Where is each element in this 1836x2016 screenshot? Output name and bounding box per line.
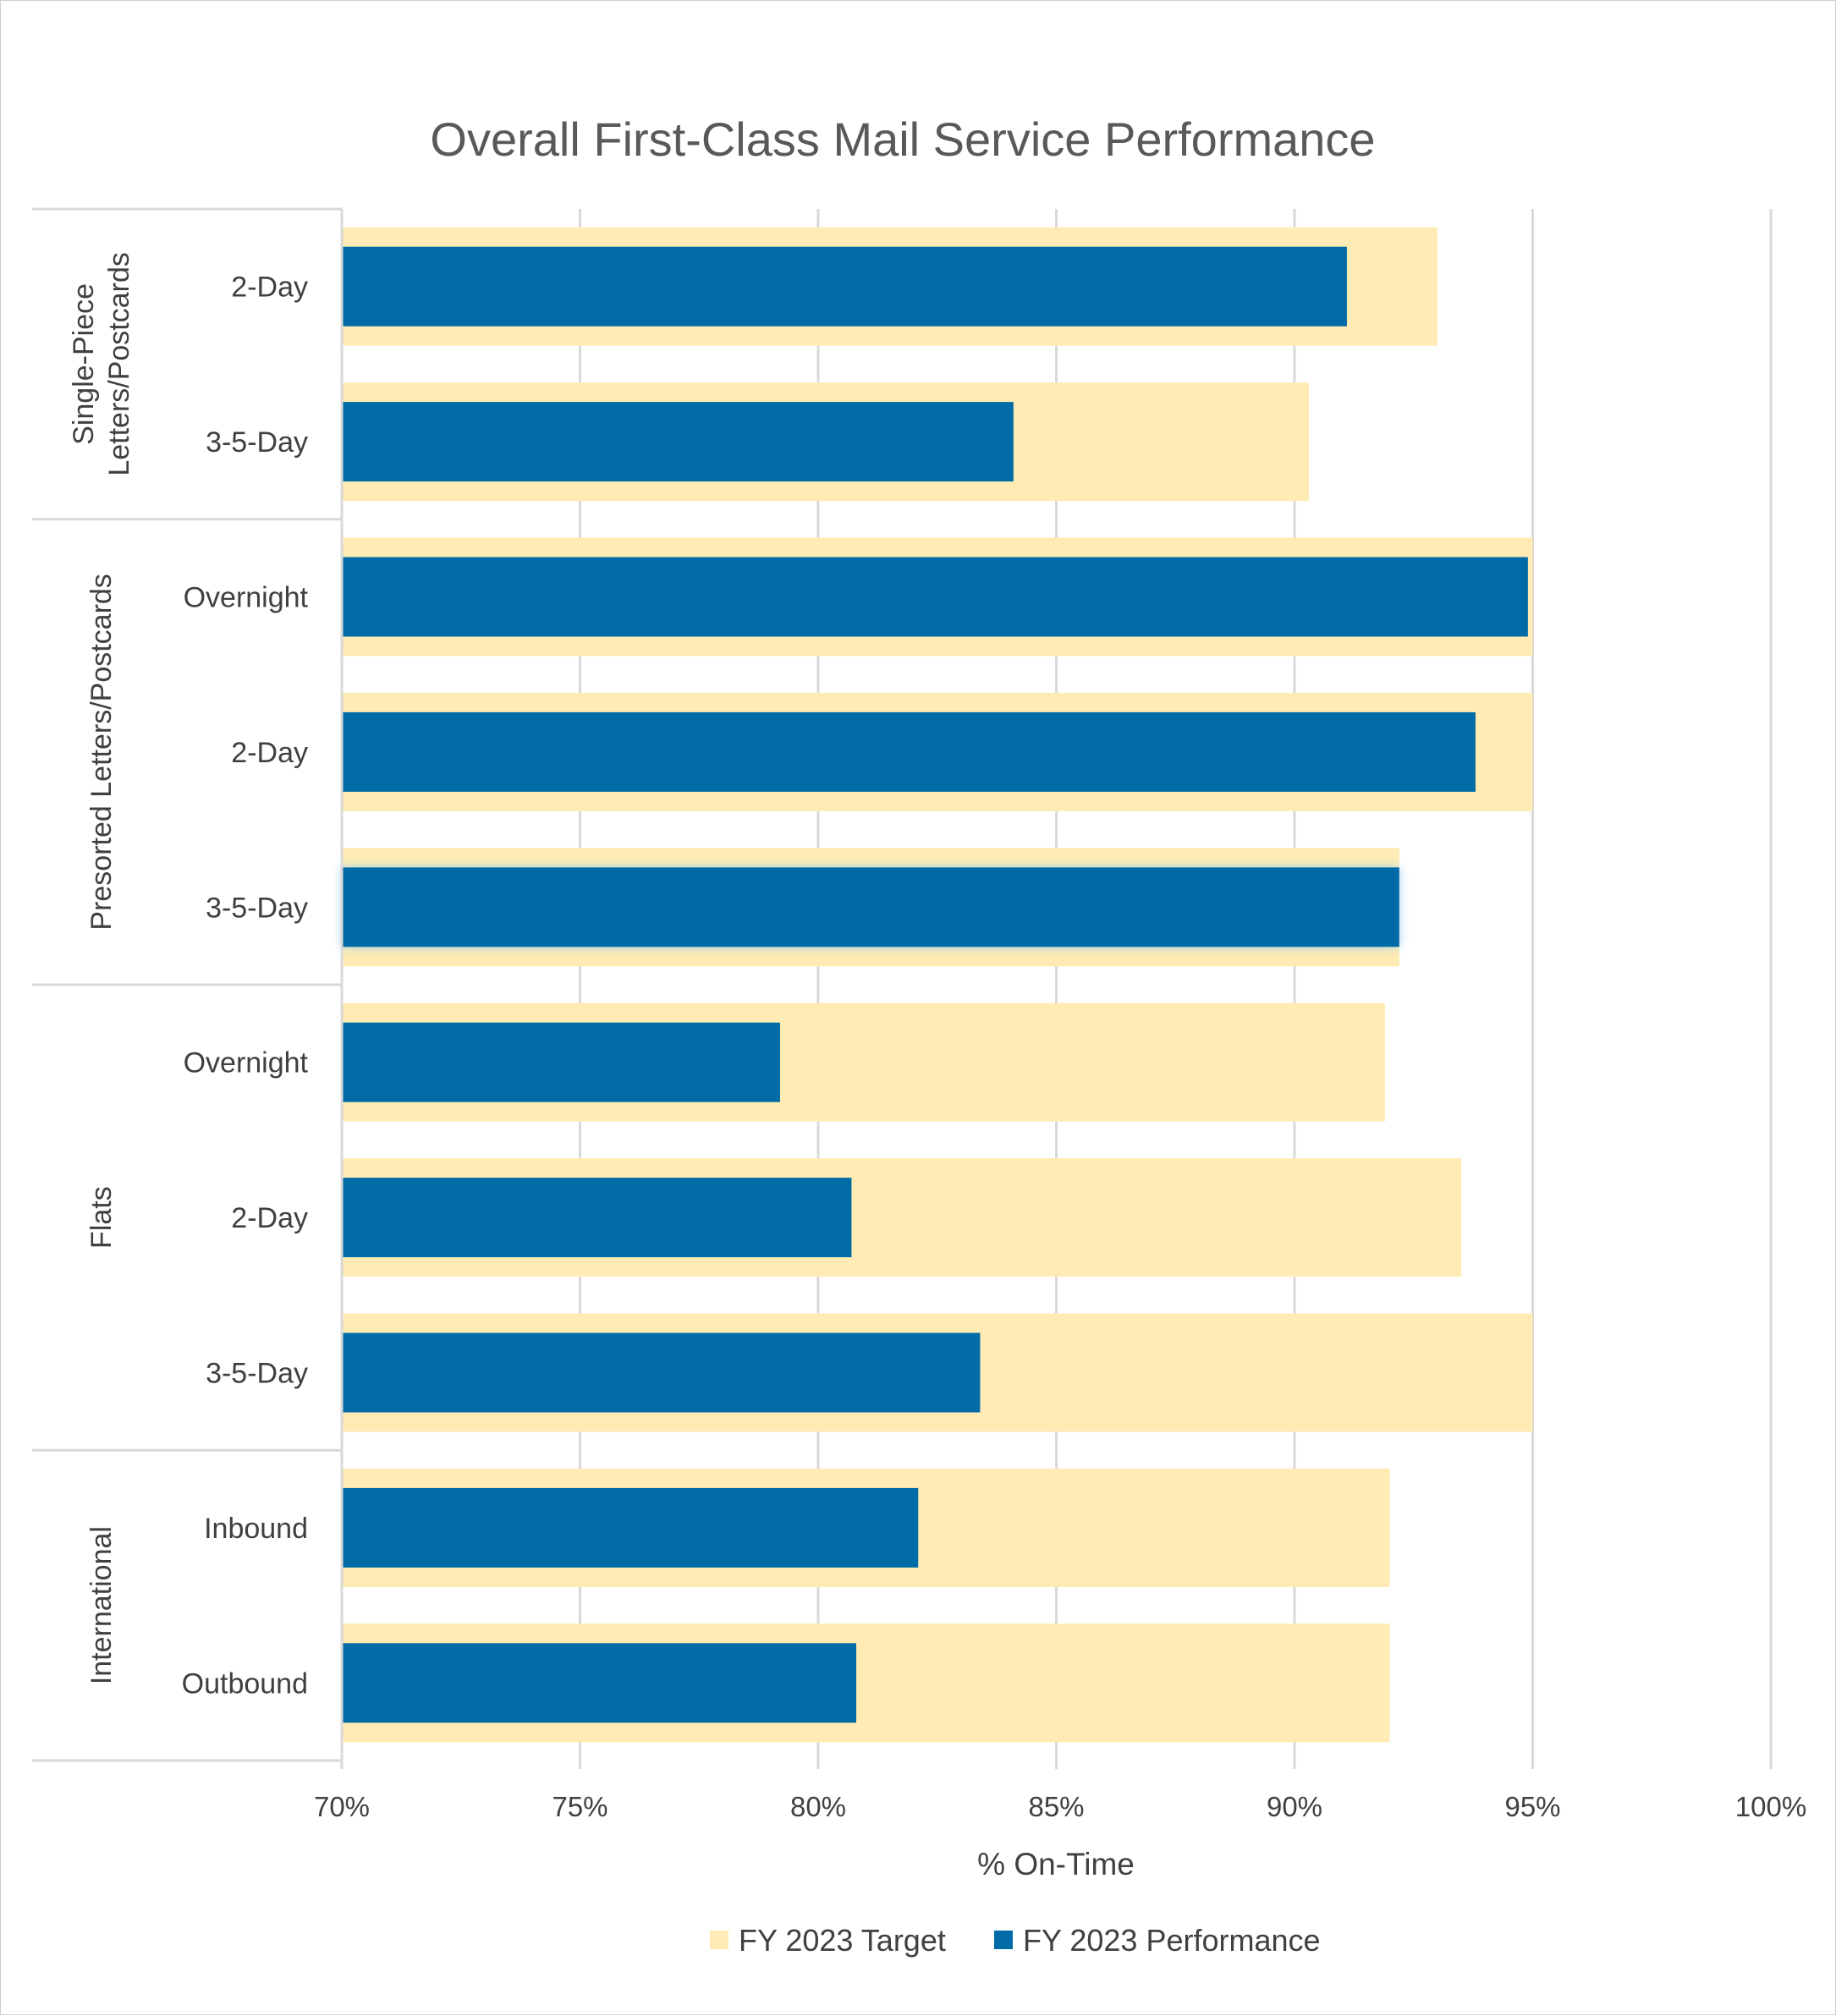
group-label: Letters/Postcards: [103, 252, 135, 476]
category-label: Overnight: [184, 582, 309, 614]
legend-label: FY 2023 Target: [739, 1923, 946, 1958]
group-label: Single-Piece: [68, 283, 100, 445]
chart-title: Overall First-Class Mail Service Perform…: [430, 113, 1375, 166]
x-axis-title: % On-Time: [977, 1847, 1135, 1881]
x-tick-label: 80%: [790, 1791, 846, 1822]
x-tick-label: 85%: [1028, 1791, 1084, 1822]
legend-swatch-performance: [994, 1931, 1013, 1949]
performance-bar: [342, 402, 1014, 482]
category-label: 3-5-Day: [206, 426, 308, 459]
performance-bar: [342, 867, 1399, 948]
category-label: 2-Day: [231, 272, 308, 304]
x-tick-label: 95%: [1504, 1791, 1560, 1822]
legend: FY 2023 Target FY 2023 Performance: [710, 1923, 1321, 1958]
performance-bar: [342, 1487, 919, 1568]
x-tick-label: 75%: [552, 1791, 607, 1822]
axes: 2-Day 3-5-Day Overnight 2-Day 3-5-Day Overnig…: [32, 207, 1806, 1822]
performance-bar: [342, 557, 1528, 637]
group-label: Flats: [85, 1186, 118, 1249]
category-label: 2-Day: [231, 1202, 308, 1234]
group-label: International: [85, 1526, 118, 1684]
category-label: Overnight: [184, 1047, 309, 1079]
x-tick-label: 90%: [1267, 1791, 1322, 1822]
performance-bar: [342, 711, 1476, 792]
performance-bar: [342, 1332, 981, 1413]
performance-bar: [342, 1022, 780, 1102]
category-label: Outbound: [182, 1667, 308, 1700]
performance-bar: [342, 1178, 852, 1258]
performance-bar: [342, 246, 1347, 327]
legend-swatch-target: [710, 1931, 728, 1949]
category-label: 3-5-Day: [206, 1358, 308, 1390]
performance-bar: [342, 1643, 857, 1723]
category-label: Inbound: [204, 1513, 308, 1545]
category-label: 3-5-Day: [206, 892, 308, 924]
bars: [342, 227, 1533, 1743]
x-tick-label: 100%: [1735, 1791, 1806, 1822]
group-label: Presorted Letters/Postcards: [85, 574, 118, 930]
x-tick-label: 70%: [314, 1791, 370, 1822]
category-label: 2-Day: [231, 737, 308, 769]
legend-label: FY 2023 Performance: [1023, 1923, 1321, 1958]
